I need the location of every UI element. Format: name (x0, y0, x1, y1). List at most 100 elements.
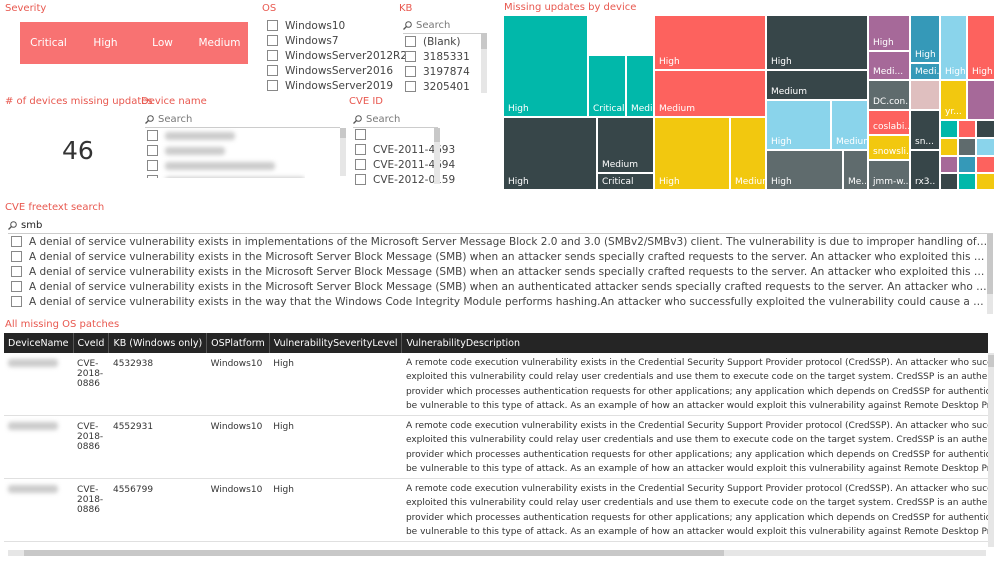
treemap-tile[interactable]: DC.con... (868, 80, 910, 110)
treemap-tile[interactable] (958, 120, 976, 138)
cve-id-item[interactable]: CVE-2011-4693 (355, 142, 455, 157)
treemap-tile[interactable]: Me... (843, 150, 868, 190)
cve-item[interactable]: A denial of service vulnerability exists… (11, 294, 989, 309)
checkbox[interactable] (11, 266, 22, 277)
cve-id-item[interactable]: CVE-2011-4694 (355, 157, 455, 172)
device-item[interactable] (147, 143, 305, 158)
os-item[interactable]: Windows7 (267, 33, 407, 48)
treemap-tile[interactable]: High (503, 117, 597, 190)
checkbox[interactable] (355, 129, 366, 140)
column-header[interactable]: KB (Windows only) (108, 333, 208, 353)
cve-item[interactable]: A denial of service vulnerability exists… (11, 249, 989, 264)
treemap-tile[interactable] (910, 80, 940, 110)
treemap-tile[interactable]: High (503, 15, 588, 117)
cve-id-search[interactable]: Search (353, 112, 438, 128)
column-header[interactable]: VulnerabilityDescription (401, 333, 988, 353)
cve-item[interactable]: A denial of service vulnerability exists… (11, 234, 989, 249)
cve-search-box[interactable]: smb (8, 218, 993, 234)
os-item[interactable]: WindowsServer2012R2 (267, 48, 407, 63)
treemap-tile[interactable] (958, 173, 976, 190)
os-item[interactable]: WindowsServer2016 (267, 63, 407, 78)
cve-id-scrollbar[interactable] (434, 128, 440, 184)
severity-button[interactable]: Low (134, 22, 191, 64)
checkbox[interactable] (267, 50, 278, 61)
cve-item[interactable]: A denial of service vulnerability exists… (11, 279, 989, 294)
treemap-tile[interactable] (976, 173, 995, 190)
table-scrollbar[interactable] (988, 353, 994, 547)
cve-scrollbar[interactable] (987, 234, 993, 314)
treemap-tile[interactable]: High (766, 150, 843, 190)
treemap-tile[interactable] (976, 156, 995, 173)
treemap-tile[interactable]: rx3.. (910, 150, 940, 190)
treemap-tile[interactable]: High (910, 15, 940, 63)
column-header[interactable]: OSPlatform (206, 333, 270, 353)
column-header[interactable]: VulnerabilitySeverityLevel (269, 333, 403, 353)
checkbox[interactable] (355, 174, 366, 185)
treemap-tile[interactable]: yr... (940, 80, 967, 120)
kb-item[interactable]: 3197874 (405, 64, 470, 79)
checkbox[interactable] (11, 296, 22, 307)
checkbox[interactable] (355, 159, 366, 170)
device-search[interactable]: Search (145, 112, 340, 128)
treemap-tile[interactable]: Critical (597, 173, 654, 190)
device-item[interactable] (147, 158, 305, 173)
column-header[interactable]: DeviceName (4, 333, 74, 353)
treemap-tile[interactable]: jmm-w... (868, 160, 910, 190)
treemap-tile[interactable]: Medium (597, 117, 654, 173)
treemap-tile[interactable]: Medium (831, 100, 868, 150)
treemap-tile[interactable]: Medium (654, 70, 766, 117)
column-header[interactable]: CveId (73, 333, 110, 353)
treemap-tile[interactable] (940, 156, 958, 173)
checkbox[interactable] (11, 236, 22, 247)
treemap-tile[interactable]: High (868, 15, 910, 51)
treemap-tile[interactable]: Medium (766, 70, 868, 100)
treemap-tile[interactable] (940, 120, 958, 138)
treemap-tile[interactable] (940, 173, 958, 190)
treemap-tile[interactable] (958, 156, 976, 173)
treemap-tile[interactable] (940, 138, 958, 156)
kb-search[interactable]: Search (403, 18, 481, 34)
checkbox[interactable] (405, 66, 416, 77)
checkbox[interactable] (11, 251, 22, 262)
kb-item[interactable]: 3185331 (405, 49, 470, 64)
device-scrollbar[interactable] (340, 128, 346, 176)
treemap-tile[interactable] (976, 138, 995, 156)
checkbox[interactable] (355, 144, 366, 155)
treemap-tile[interactable]: Medi... (868, 51, 910, 80)
kb-scrollbar[interactable] (481, 33, 487, 93)
treemap-tile[interactable] (958, 138, 976, 156)
treemap-tile[interactable]: Critical (588, 55, 626, 117)
treemap-tile[interactable]: High (766, 15, 868, 70)
device-item[interactable] (147, 128, 305, 143)
kb-item[interactable]: 3205401 (405, 79, 470, 94)
checkbox[interactable] (267, 20, 278, 31)
checkbox[interactable] (405, 81, 416, 92)
treemap-tile[interactable]: High (967, 15, 995, 80)
treemap-tile[interactable] (967, 80, 995, 120)
checkbox[interactable] (405, 51, 416, 62)
treemap-tile[interactable]: Medium (730, 117, 766, 190)
cve-id-item[interactable] (355, 127, 455, 142)
cve-item[interactable]: A denial of service vulnerability exists… (11, 264, 989, 279)
checkbox[interactable] (267, 80, 278, 91)
checkbox[interactable] (267, 35, 278, 46)
device-item[interactable] (147, 173, 305, 178)
treemap-tile[interactable]: sn... (910, 110, 940, 150)
checkbox[interactable] (405, 36, 416, 47)
os-item[interactable]: WindowsServer2019 (267, 78, 407, 93)
treemap-tile[interactable]: Medi... (910, 63, 940, 80)
severity-button[interactable]: Medium (191, 22, 248, 64)
kb-item[interactable]: (Blank) (405, 34, 470, 49)
severity-button[interactable]: High (77, 22, 134, 64)
treemap-tile[interactable]: High (940, 15, 967, 80)
checkbox[interactable] (11, 281, 22, 292)
cve-id-item[interactable]: CVE-2012-0159 (355, 172, 455, 187)
treemap-tile[interactable]: snowsli... (868, 135, 910, 160)
treemap-tile[interactable]: High (654, 15, 766, 70)
treemap-tile[interactable] (976, 120, 995, 138)
severity-button[interactable]: Critical (20, 22, 77, 64)
os-item[interactable]: Windows10 (267, 18, 407, 33)
treemap-tile[interactable]: High (654, 117, 730, 190)
h-scrollbar[interactable] (8, 550, 986, 556)
treemap-tile[interactable]: Medium (626, 55, 654, 117)
